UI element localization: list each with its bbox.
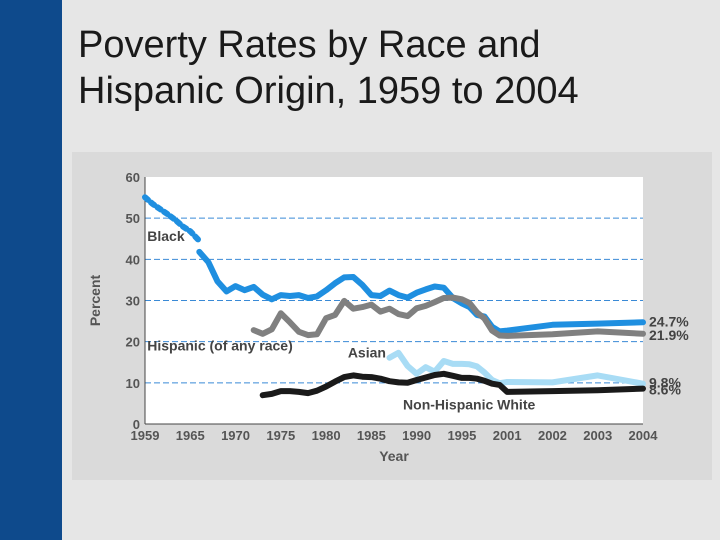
series-line-asian [386,349,646,387]
x-tick-label-2001: 2001 [493,428,522,443]
slide-title-line-1: Poverty Rates by Race and [78,24,541,66]
series-label-black: Black [147,228,185,244]
x-tick-label-1980: 1980 [312,428,341,443]
x-tick-label-1990: 1990 [402,428,431,443]
y-tick-label-0: 0 [133,417,140,432]
series-line-hispanic [250,294,646,339]
poverty-line-chart: 0 10 20 30 40 50 60 1959 1965 1970 1975 1980 1985 199… [87,170,689,464]
y-tick-label-50: 50 [126,211,140,226]
x-tick-label-1975: 1975 [266,428,295,443]
end-label-black: 24.7% [649,313,689,329]
x-tick-label-1959: 1959 [131,428,160,443]
x-tick-label-2002: 2002 [538,428,567,443]
x-tick-label-1995: 1995 [447,428,476,443]
x-axis-title: Year [379,448,409,464]
series-line-black-dotted [142,194,203,244]
x-tick-label-1965: 1965 [176,428,205,443]
series-label-asian: Asian [348,344,386,360]
series-label-white: Non-Hispanic White [403,397,535,413]
y-tick-label-20: 20 [126,335,140,350]
series-label-hispanic: Hispanic (of any race) [147,338,293,354]
series-line-white [259,370,646,399]
slide-title-line-2: Hispanic Origin, 1959 to 2004 [78,70,579,112]
y-tick-label-10: 10 [126,376,140,391]
x-tick-label-1985: 1985 [357,428,386,443]
end-label-white: 8.6% [649,382,681,398]
end-label-hispanic: 21.9% [649,327,689,343]
end-label-asian: 9.8% [649,375,681,391]
y-tick-label-30: 30 [126,294,140,309]
y-axis-title: Percent [87,274,103,326]
y-tick-label-40: 40 [126,252,140,267]
x-tick-label-2003: 2003 [583,428,612,443]
slide-title: Poverty Rates by Race and Hispanic Origi… [78,22,698,114]
x-tick-label-2004: 2004 [629,428,659,443]
chart-panel: 0 10 20 30 40 50 60 1959 1965 1970 1975 1980 1985 199… [72,152,712,480]
slide-sidebar [0,0,62,540]
x-tick-label-1970: 1970 [221,428,250,443]
y-tick-label-60: 60 [126,170,140,185]
